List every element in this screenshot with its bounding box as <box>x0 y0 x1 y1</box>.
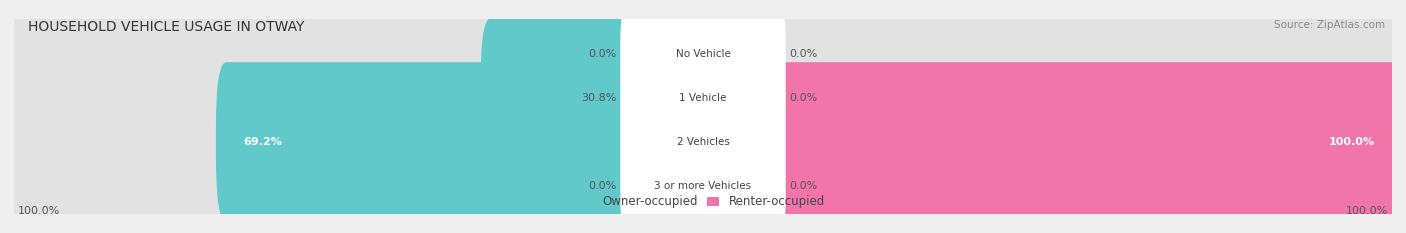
Text: 0.0%: 0.0% <box>589 49 617 59</box>
Text: 30.8%: 30.8% <box>582 93 617 103</box>
Text: 100.0%: 100.0% <box>17 206 59 216</box>
FancyBboxPatch shape <box>4 106 1402 233</box>
FancyBboxPatch shape <box>217 62 713 221</box>
Text: Source: ZipAtlas.com: Source: ZipAtlas.com <box>1274 20 1385 30</box>
Text: 2 Vehicles: 2 Vehicles <box>676 137 730 147</box>
Text: 0.0%: 0.0% <box>789 49 817 59</box>
Legend: Owner-occupied, Renter-occupied: Owner-occupied, Renter-occupied <box>581 195 825 209</box>
FancyBboxPatch shape <box>4 18 1402 177</box>
Text: 0.0%: 0.0% <box>589 181 617 191</box>
FancyBboxPatch shape <box>693 62 1402 221</box>
Text: 69.2%: 69.2% <box>243 137 283 147</box>
Text: 3 or more Vehicles: 3 or more Vehicles <box>654 181 752 191</box>
Text: 100.0%: 100.0% <box>1329 137 1375 147</box>
Text: 0.0%: 0.0% <box>789 93 817 103</box>
FancyBboxPatch shape <box>620 88 786 195</box>
FancyBboxPatch shape <box>481 18 713 177</box>
FancyBboxPatch shape <box>4 62 1402 221</box>
Text: No Vehicle: No Vehicle <box>675 49 731 59</box>
Text: 1 Vehicle: 1 Vehicle <box>679 93 727 103</box>
FancyBboxPatch shape <box>4 0 1402 134</box>
FancyBboxPatch shape <box>620 0 786 107</box>
Text: 0.0%: 0.0% <box>789 181 817 191</box>
Text: 100.0%: 100.0% <box>1347 206 1389 216</box>
FancyBboxPatch shape <box>620 132 786 233</box>
Text: HOUSEHOLD VEHICLE USAGE IN OTWAY: HOUSEHOLD VEHICLE USAGE IN OTWAY <box>28 20 304 34</box>
FancyBboxPatch shape <box>620 44 786 151</box>
